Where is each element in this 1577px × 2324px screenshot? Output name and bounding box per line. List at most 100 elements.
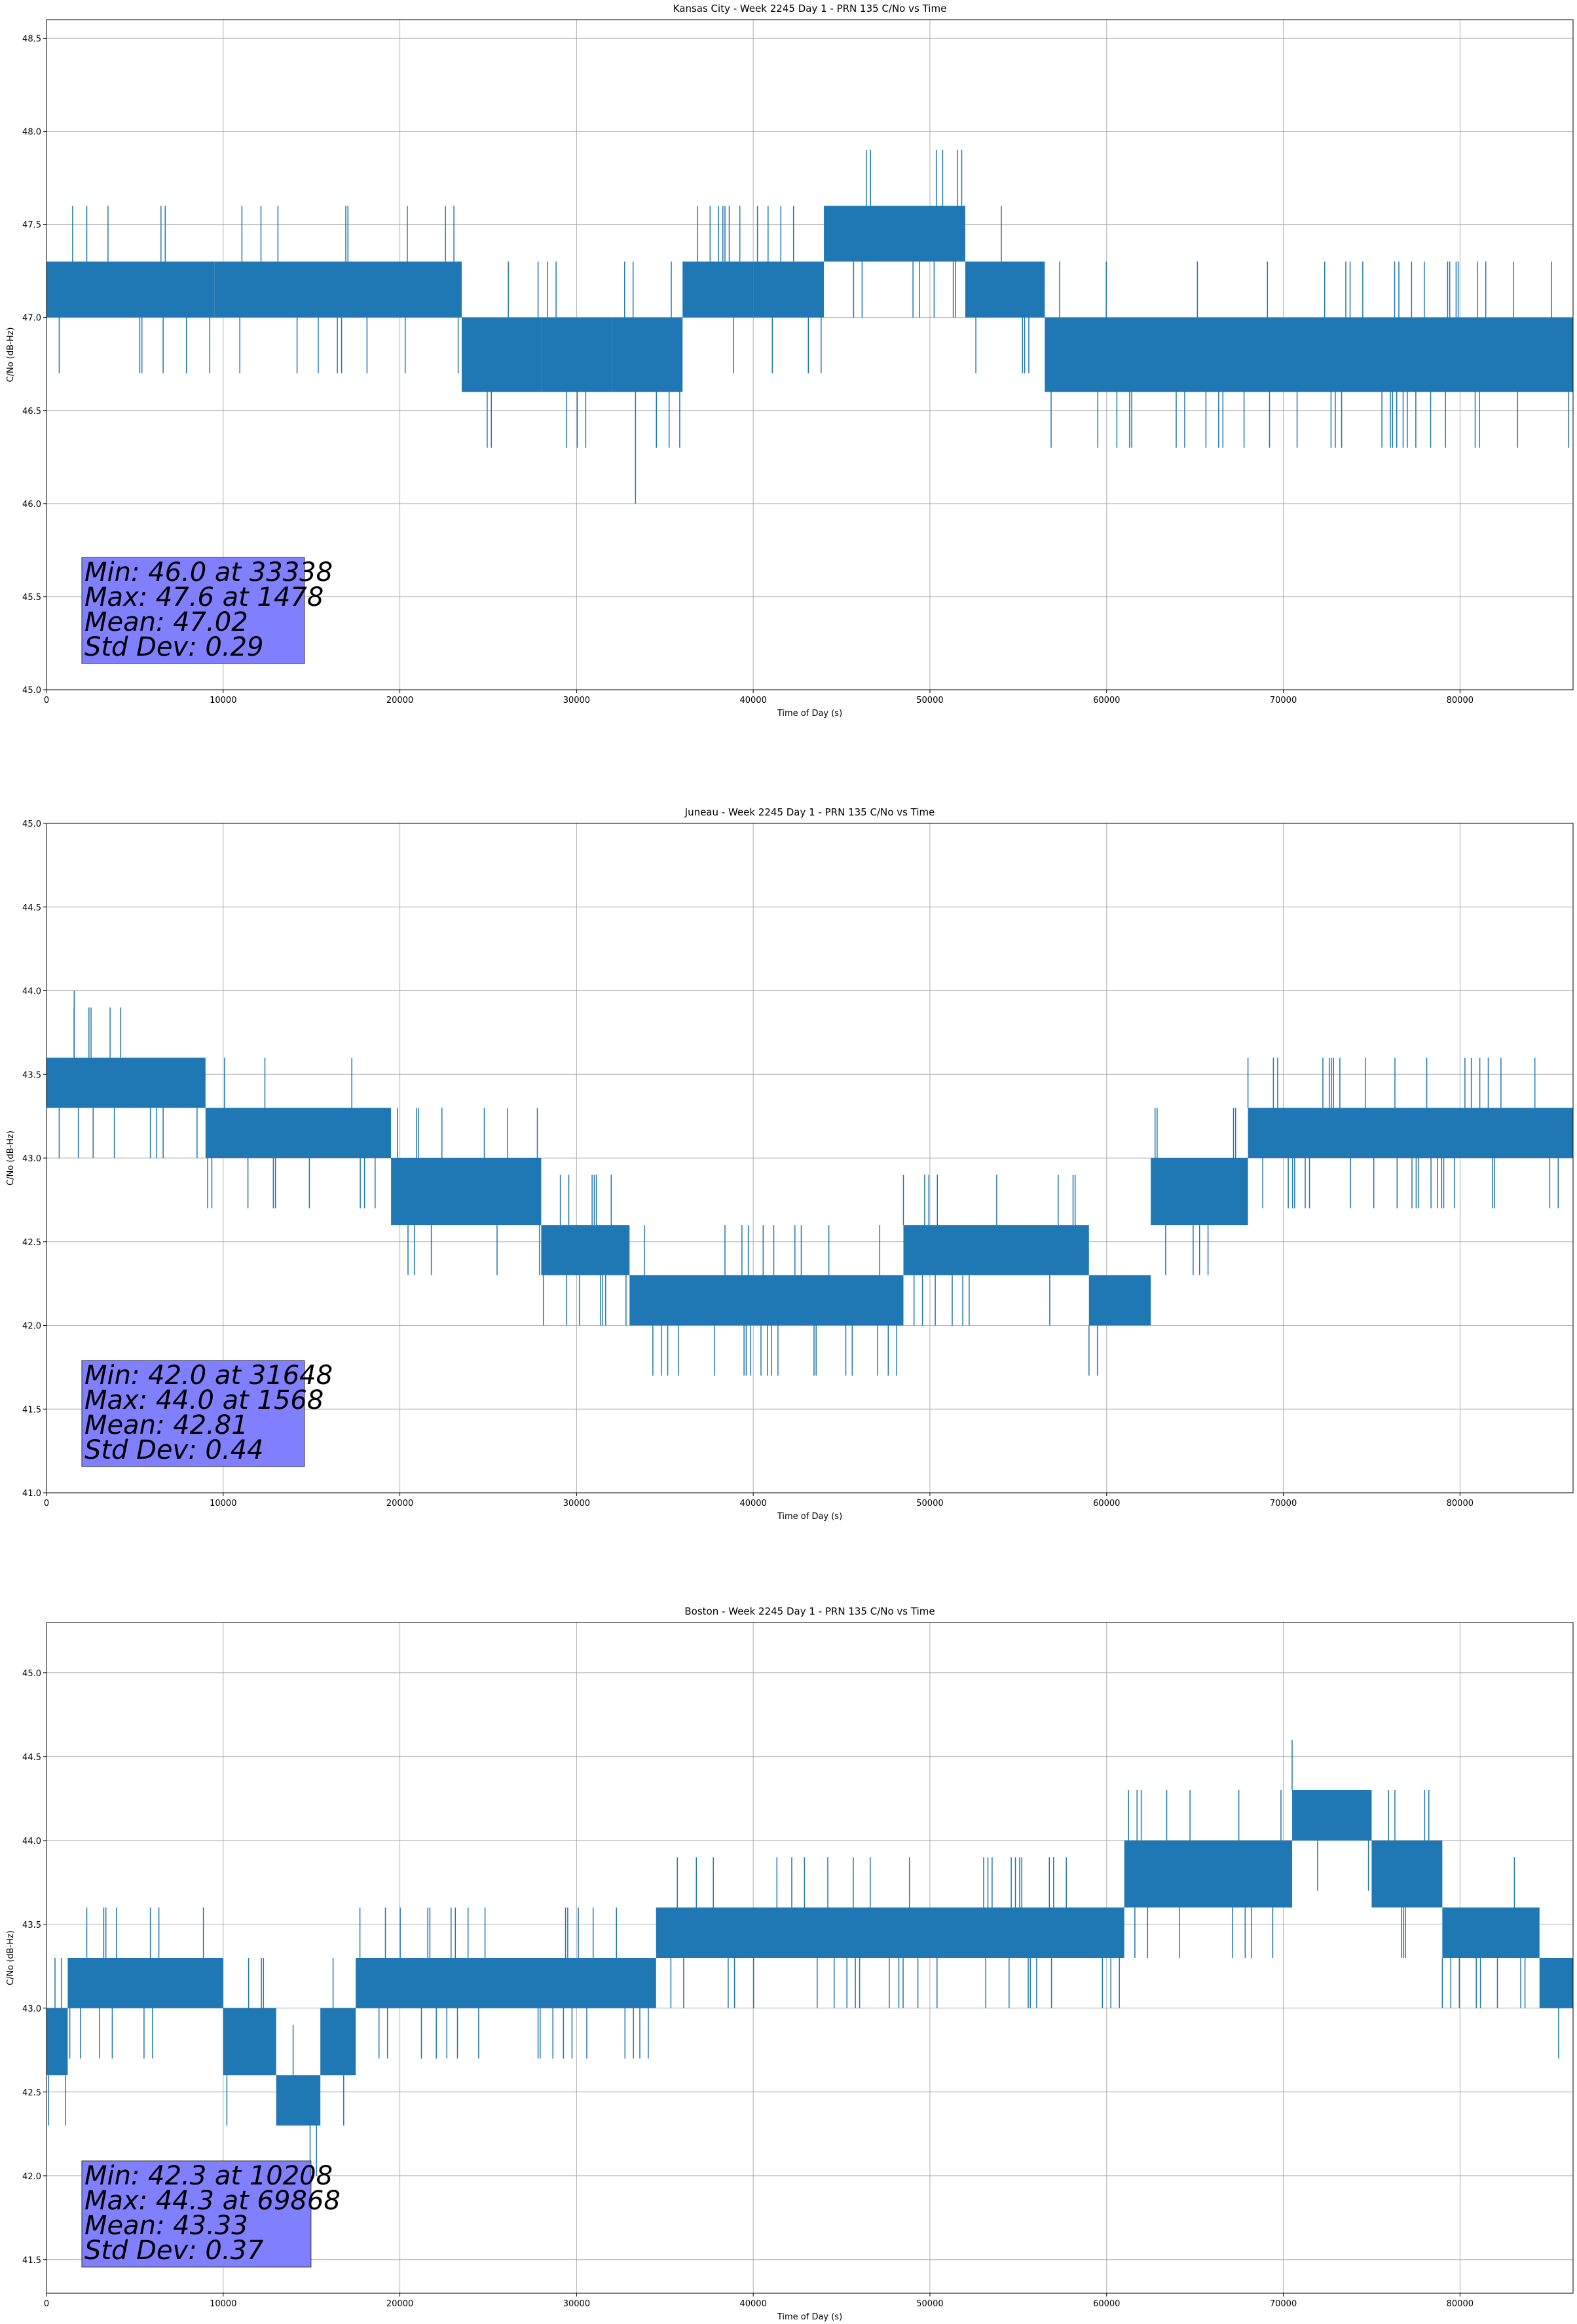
series-band [46, 1057, 206, 1108]
y-tick-label: 45.5 [22, 593, 41, 603]
series-band [67, 1958, 223, 2008]
x-tick-label: 60000 [1093, 1499, 1120, 1509]
chart-title: Kansas City - Week 2245 Day 1 - PRN 135 … [673, 3, 947, 14]
x-tick-label: 10000 [210, 696, 236, 705]
y-tick-label: 44.0 [22, 1837, 41, 1846]
chart-juneau: Juneau - Week 2245 Day 1 - PRN 135 C/No … [6, 806, 1574, 1522]
plot-frame [46, 19, 1574, 690]
x-axis-label: Time of Day (s) [777, 1512, 842, 1522]
series-band [276, 2075, 321, 2126]
series-band [223, 2008, 276, 2076]
x-tick-label: 10000 [210, 2299, 236, 2309]
x-tick-label: 40000 [739, 1499, 766, 1509]
x-tick-label: 20000 [386, 1499, 413, 1509]
x-tick-label: 60000 [1093, 2299, 1120, 2309]
y-tick-label: 43.0 [22, 1154, 41, 1164]
y-tick-label: 46.5 [22, 407, 41, 417]
y-tick-label: 47.5 [22, 221, 41, 231]
chart-title: Juneau - Week 2245 Day 1 - PRN 135 C/No … [684, 806, 935, 818]
y-tick-label: 45.0 [22, 819, 41, 829]
series-band [214, 261, 462, 318]
series-band [612, 317, 683, 392]
x-axis-label: Time of Day (s) [777, 2312, 842, 2322]
series-band [1045, 317, 1573, 392]
series-line [46, 990, 1573, 1376]
series-band [1124, 1840, 1293, 1908]
y-tick-label: 42.5 [22, 1238, 41, 1248]
y-tick-label: 43.5 [22, 1921, 41, 1930]
x-tick-label: 40000 [739, 696, 766, 705]
series-band [753, 261, 825, 318]
series-band [541, 317, 612, 392]
series-band [1088, 1275, 1151, 1326]
series-band [1371, 1840, 1443, 1908]
stats-line: Mean: 47.02 [84, 607, 248, 637]
stats-line: Std Dev: 0.37 [84, 2236, 264, 2266]
series-band [541, 1225, 630, 1275]
x-tick-label: 80000 [1447, 1499, 1474, 1509]
series-band [1248, 1108, 1319, 1158]
y-tick-label: 41.0 [22, 1489, 41, 1499]
y-tick-label: 41.5 [22, 2256, 41, 2266]
y-axis: 41.0 41.5 42.0 42.5 43.0 43.5 44.0 44.5 45.0 [22, 819, 46, 1499]
x-tick-label: 0 [44, 1499, 49, 1509]
series-band [903, 1225, 1089, 1275]
series-band [824, 206, 965, 262]
stats-line: Max: 44.0 at 1568 [84, 1385, 324, 1415]
series-band [1151, 1158, 1248, 1226]
stats-line: Mean: 42.81 [84, 1410, 248, 1440]
series-band [46, 2008, 68, 2076]
y-tick-label: 44.0 [22, 987, 41, 997]
x-tick-label: 30000 [563, 696, 590, 705]
series-band [629, 1275, 904, 1326]
x-tick-label: 0 [44, 2299, 49, 2309]
stats-box-background [81, 1360, 305, 1467]
series-spikes [48, 1740, 1559, 2176]
x-tick-label: 10000 [210, 1499, 236, 1509]
stats-line: Max: 47.6 at 1478 [84, 582, 324, 612]
series-band [682, 261, 754, 318]
y-axis-label: C/No (dB-Hz) [6, 1131, 16, 1186]
chart-kansas-city: Kansas City - Week 2245 Day 1 - PRN 135 … [6, 3, 1574, 719]
x-axis-label: Time of Day (s) [777, 709, 842, 719]
y-tick-label: 41.5 [22, 1405, 41, 1415]
stats-line: Std Dev: 0.44 [84, 1435, 264, 1465]
series-band [46, 261, 215, 318]
x-tick-label: 80000 [1447, 2299, 1474, 2309]
x-axis: 0 10000 20000 30000 40000 50000 60000 70000 8000… [44, 2293, 1474, 2309]
x-tick-label: 50000 [916, 696, 943, 705]
series-line [46, 149, 1573, 504]
chart-boston: Boston - Week 2245 Day 1 - PRN 135 C/No … [6, 1605, 1574, 2322]
series-band [1539, 1958, 1573, 2008]
series-spikes [58, 149, 1569, 504]
series-band [895, 1907, 1124, 1958]
y-tick-label: 43.0 [22, 2004, 41, 2014]
x-tick-label: 60000 [1093, 696, 1120, 705]
series-spikes [58, 990, 1559, 1376]
stats-line: Min: 46.0 at 33338 [84, 557, 333, 588]
series-band [1442, 1907, 1540, 1958]
x-tick-label: 30000 [563, 1499, 590, 1509]
x-tick-label: 40000 [739, 2299, 766, 2309]
x-tick-label: 50000 [916, 1499, 943, 1509]
x-axis: 0 10000 20000 30000 40000 50000 60000 70000 8000… [44, 690, 1474, 705]
x-tick-label: 80000 [1447, 696, 1474, 705]
y-tick-label: 47.0 [22, 314, 41, 324]
y-axis-label: C/No (dB-Hz) [6, 328, 16, 383]
x-tick-label: 20000 [386, 2299, 413, 2309]
series-band [965, 261, 1045, 318]
x-tick-label: 50000 [916, 2299, 943, 2309]
stats-line: Mean: 43.33 [84, 2211, 248, 2241]
y-tick-label: 46.0 [22, 500, 41, 510]
y-axis: 41.5 42.0 42.5 43.0 43.5 44.0 44.5 45.0 [22, 1669, 46, 2266]
y-tick-label: 42.0 [22, 2172, 41, 2182]
y-axis: 45.0 45.5 46.0 46.5 47.0 47.5 48.0 48.5 [22, 34, 46, 696]
y-tick-label: 42.5 [22, 2088, 41, 2098]
plot-frame [46, 1622, 1574, 2294]
series-band [656, 1907, 895, 1958]
series-band [1292, 1790, 1372, 1841]
chart-title: Boston - Week 2245 Day 1 - PRN 135 C/No … [684, 1605, 935, 1617]
